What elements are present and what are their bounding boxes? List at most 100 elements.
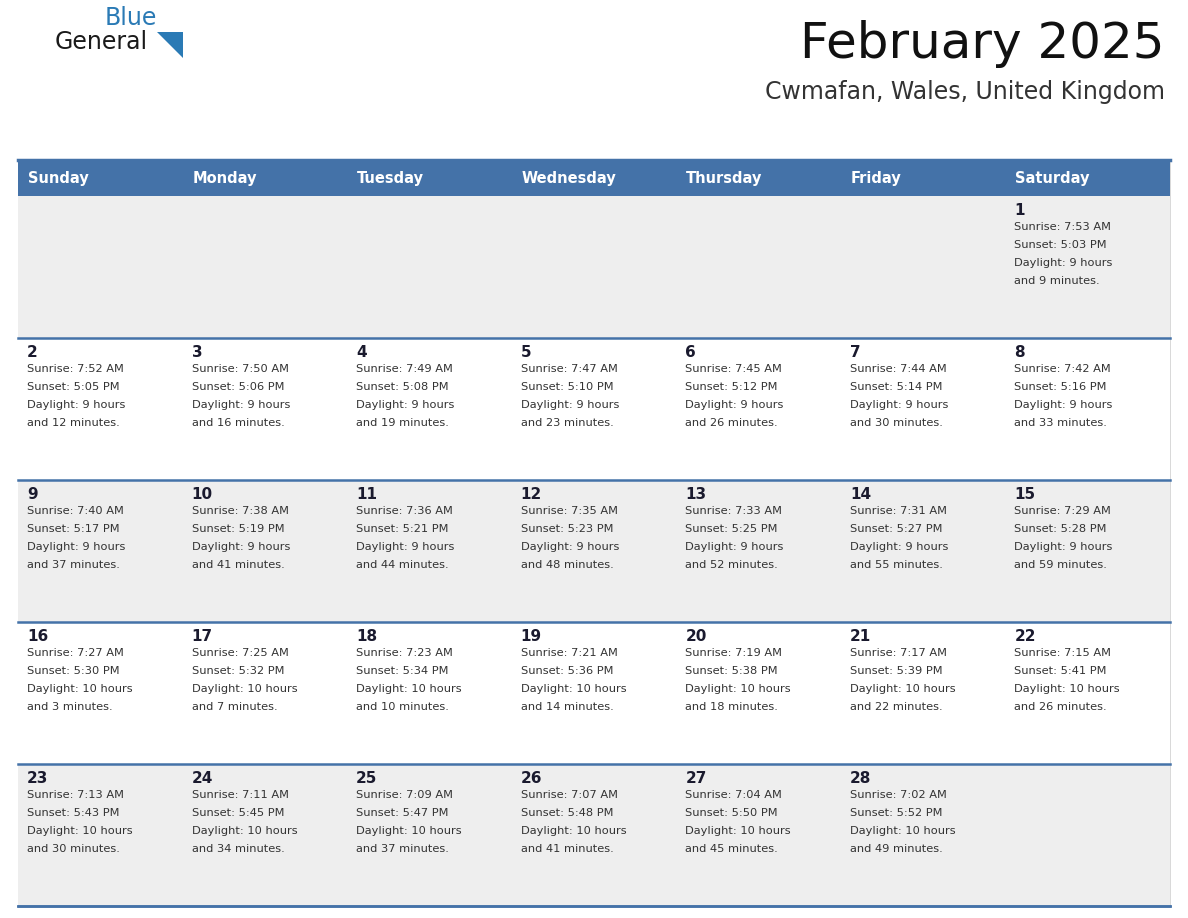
Bar	[676, 196, 841, 338]
Text: Sunrise: 7:13 AM: Sunrise: 7:13 AM	[27, 790, 124, 800]
Bar	[1005, 196, 1170, 338]
Bar	[18, 622, 183, 764]
Text: and 23 minutes.: and 23 minutes.	[520, 418, 613, 428]
Text: Daylight: 10 hours: Daylight: 10 hours	[849, 684, 955, 694]
Text: 18: 18	[356, 629, 378, 644]
Text: 15: 15	[1015, 487, 1036, 502]
Bar	[841, 480, 1005, 622]
Bar	[183, 480, 347, 622]
Text: Sunrise: 7:52 AM: Sunrise: 7:52 AM	[27, 364, 124, 374]
Text: Sunset: 5:12 PM: Sunset: 5:12 PM	[685, 382, 778, 392]
Text: Sunset: 5:16 PM: Sunset: 5:16 PM	[1015, 382, 1107, 392]
Text: 10: 10	[191, 487, 213, 502]
Text: 28: 28	[849, 771, 871, 786]
Text: Sunset: 5:28 PM: Sunset: 5:28 PM	[1015, 524, 1107, 534]
Bar	[18, 480, 183, 622]
Text: Daylight: 10 hours: Daylight: 10 hours	[27, 826, 133, 836]
Bar	[841, 764, 1005, 906]
Text: 7: 7	[849, 345, 860, 360]
Text: Sunrise: 7:33 AM: Sunrise: 7:33 AM	[685, 506, 782, 516]
Text: and 52 minutes.: and 52 minutes.	[685, 560, 778, 570]
Text: Daylight: 9 hours: Daylight: 9 hours	[27, 400, 126, 410]
Bar	[676, 160, 841, 196]
Text: Sunrise: 7:02 AM: Sunrise: 7:02 AM	[849, 790, 947, 800]
Text: 13: 13	[685, 487, 707, 502]
Text: Daylight: 10 hours: Daylight: 10 hours	[685, 826, 791, 836]
Bar	[18, 196, 183, 338]
Text: 12: 12	[520, 487, 542, 502]
Text: Daylight: 9 hours: Daylight: 9 hours	[191, 542, 290, 552]
Text: Sunrise: 7:21 AM: Sunrise: 7:21 AM	[520, 648, 618, 658]
Text: Daylight: 10 hours: Daylight: 10 hours	[191, 684, 297, 694]
Text: 5: 5	[520, 345, 531, 360]
Bar	[512, 480, 676, 622]
Bar	[676, 338, 841, 480]
Text: Sunset: 5:48 PM: Sunset: 5:48 PM	[520, 808, 613, 818]
Text: Cwmafan, Wales, United Kingdom: Cwmafan, Wales, United Kingdom	[765, 80, 1165, 104]
Text: Sunset: 5:14 PM: Sunset: 5:14 PM	[849, 382, 942, 392]
Text: and 9 minutes.: and 9 minutes.	[1015, 276, 1100, 286]
Text: Daylight: 10 hours: Daylight: 10 hours	[685, 684, 791, 694]
Text: Saturday: Saturday	[1016, 171, 1089, 185]
Text: and 41 minutes.: and 41 minutes.	[520, 844, 613, 854]
Text: Wednesday: Wednesday	[522, 171, 617, 185]
Text: Sunset: 5:36 PM: Sunset: 5:36 PM	[520, 666, 613, 676]
Text: Sunset: 5:25 PM: Sunset: 5:25 PM	[685, 524, 778, 534]
Text: Daylight: 9 hours: Daylight: 9 hours	[520, 400, 619, 410]
Text: Sunset: 5:21 PM: Sunset: 5:21 PM	[356, 524, 449, 534]
Text: February 2025: February 2025	[801, 20, 1165, 68]
Text: Daylight: 9 hours: Daylight: 9 hours	[685, 400, 784, 410]
Text: Thursday: Thursday	[687, 171, 763, 185]
Text: 22: 22	[1015, 629, 1036, 644]
Text: Daylight: 9 hours: Daylight: 9 hours	[1015, 258, 1113, 268]
Text: Sunrise: 7:38 AM: Sunrise: 7:38 AM	[191, 506, 289, 516]
Text: 17: 17	[191, 629, 213, 644]
Bar	[183, 764, 347, 906]
Text: 27: 27	[685, 771, 707, 786]
Text: Daylight: 10 hours: Daylight: 10 hours	[191, 826, 297, 836]
Bar	[1005, 160, 1170, 196]
Bar	[18, 160, 183, 196]
Bar	[1005, 764, 1170, 906]
Bar	[1005, 338, 1170, 480]
Bar	[512, 196, 676, 338]
Text: Sunset: 5:38 PM: Sunset: 5:38 PM	[685, 666, 778, 676]
Text: Daylight: 9 hours: Daylight: 9 hours	[849, 542, 948, 552]
Text: and 34 minutes.: and 34 minutes.	[191, 844, 284, 854]
Text: Sunset: 5:47 PM: Sunset: 5:47 PM	[356, 808, 449, 818]
Text: Sunset: 5:17 PM: Sunset: 5:17 PM	[27, 524, 120, 534]
Text: and 48 minutes.: and 48 minutes.	[520, 560, 613, 570]
Text: Sunrise: 7:07 AM: Sunrise: 7:07 AM	[520, 790, 618, 800]
Text: Daylight: 9 hours: Daylight: 9 hours	[191, 400, 290, 410]
Text: Sunset: 5:27 PM: Sunset: 5:27 PM	[849, 524, 942, 534]
Text: Sunset: 5:52 PM: Sunset: 5:52 PM	[849, 808, 942, 818]
Bar	[18, 338, 183, 480]
Text: and 49 minutes.: and 49 minutes.	[849, 844, 942, 854]
Text: 2: 2	[27, 345, 38, 360]
Bar	[18, 764, 183, 906]
Text: Sunrise: 7:29 AM: Sunrise: 7:29 AM	[1015, 506, 1111, 516]
Text: and 3 minutes.: and 3 minutes.	[27, 702, 113, 712]
Text: Sunrise: 7:23 AM: Sunrise: 7:23 AM	[356, 648, 453, 658]
Text: and 22 minutes.: and 22 minutes.	[849, 702, 942, 712]
Text: Sunrise: 7:31 AM: Sunrise: 7:31 AM	[849, 506, 947, 516]
Text: and 30 minutes.: and 30 minutes.	[27, 844, 120, 854]
Text: Sunrise: 7:50 AM: Sunrise: 7:50 AM	[191, 364, 289, 374]
Text: Sunset: 5:06 PM: Sunset: 5:06 PM	[191, 382, 284, 392]
Text: 6: 6	[685, 345, 696, 360]
Text: and 14 minutes.: and 14 minutes.	[520, 702, 613, 712]
Text: Sunrise: 7:35 AM: Sunrise: 7:35 AM	[520, 506, 618, 516]
Text: Sunset: 5:45 PM: Sunset: 5:45 PM	[191, 808, 284, 818]
Text: Friday: Friday	[851, 171, 902, 185]
Text: 20: 20	[685, 629, 707, 644]
Text: 4: 4	[356, 345, 367, 360]
Bar	[512, 338, 676, 480]
Text: Sunset: 5:19 PM: Sunset: 5:19 PM	[191, 524, 284, 534]
Bar	[183, 622, 347, 764]
Bar	[347, 196, 512, 338]
Text: Sunrise: 7:17 AM: Sunrise: 7:17 AM	[849, 648, 947, 658]
Text: and 10 minutes.: and 10 minutes.	[356, 702, 449, 712]
Bar	[512, 622, 676, 764]
Text: Daylight: 9 hours: Daylight: 9 hours	[356, 400, 455, 410]
Text: Sunset: 5:43 PM: Sunset: 5:43 PM	[27, 808, 120, 818]
